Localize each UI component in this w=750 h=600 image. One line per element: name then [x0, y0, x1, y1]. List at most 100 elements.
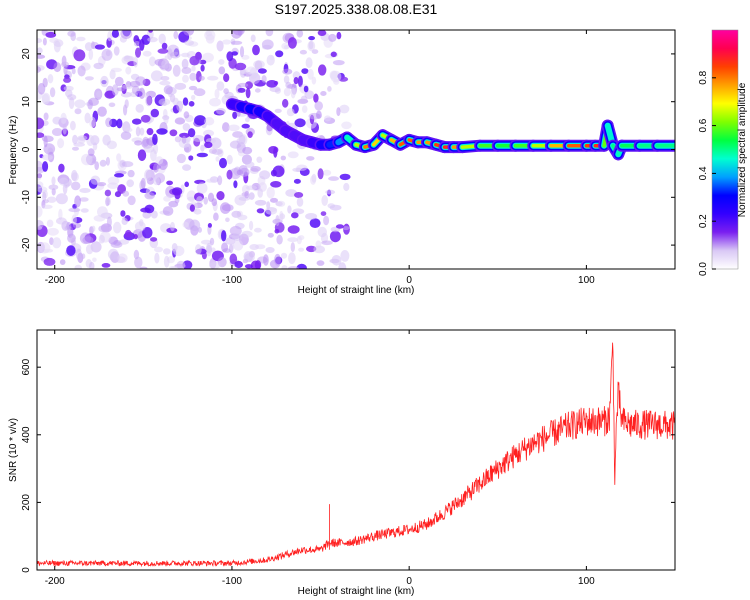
heatmap-cell: [131, 85, 140, 95]
heatmap-cell: [265, 30, 274, 37]
heatmap-cell: [52, 116, 62, 125]
heatmap-cell: [265, 207, 278, 215]
heatmap-cell: [253, 60, 265, 69]
heatmap-cell: [126, 179, 134, 188]
heatmap-cell: [318, 64, 327, 76]
heatmap-cell: [234, 260, 243, 269]
heatmap-cell: [245, 117, 250, 123]
heatmap-cell: [154, 246, 163, 253]
heatmap-cell: [305, 213, 318, 220]
heatmap-cell: [184, 40, 195, 46]
heatmap-cell: [287, 37, 297, 49]
heatmap-cell: [94, 161, 99, 171]
heatmap-cell: [111, 84, 119, 96]
heatmap-cell: [343, 182, 350, 192]
colorbar-label: Normalized spectral amplitude: [737, 82, 748, 217]
heatmap-cell: [297, 75, 303, 88]
heatmap-cell: [339, 104, 350, 114]
heatmap-cell: [187, 128, 196, 138]
heatmap-cell: [324, 115, 332, 122]
heatmap-cell: [328, 176, 340, 181]
heatmap-cell: [113, 221, 122, 234]
heatmap-cell: [310, 175, 317, 185]
heatmap-cell: [37, 47, 43, 54]
heatmap-cell: [196, 196, 204, 204]
heatmap-cell: [239, 167, 250, 177]
y-tick-label: 400: [21, 426, 32, 443]
heatmap-cell: [121, 161, 134, 168]
colorbar-gradient: [712, 30, 738, 269]
heatmap-cell: [330, 70, 342, 83]
heatmap-cell: [120, 210, 126, 217]
heatmap-cell: [306, 156, 315, 161]
heatmap-cell: [219, 157, 227, 169]
heatmap-cell: [42, 37, 47, 46]
heatmap-cell: [238, 133, 248, 146]
heatmap-cell: [244, 190, 250, 199]
heatmap-cell: [100, 75, 109, 88]
heatmap-cell: [74, 108, 82, 115]
heatmap-cell: [299, 49, 307, 55]
heatmap-cell: [107, 248, 119, 260]
heatmap-cell: [221, 230, 227, 242]
y-tick-label: -10: [21, 190, 32, 205]
heatmap-cell: [308, 36, 315, 41]
snr-y-axis-label: SNR (10 * v/v): [8, 418, 19, 482]
heatmap-cell: [116, 87, 126, 92]
heatmap-cell: [254, 88, 261, 93]
heatmap-cell: [305, 57, 313, 69]
heatmap-cell: [208, 148, 218, 154]
heatmap-cell: [296, 164, 308, 171]
heatmap-cell: [79, 232, 91, 245]
x-tick-label: 100: [578, 576, 595, 587]
colorbar-tick-label: 0.2: [698, 214, 709, 228]
heatmap-cell: [223, 88, 229, 95]
heatmap-cell: [290, 87, 296, 99]
heatmap-cell: [66, 245, 76, 256]
heatmap-cell: [94, 44, 105, 50]
heatmap-cell: [63, 77, 72, 83]
heatmap-cell: [110, 67, 122, 73]
heatmap-cell: [283, 75, 290, 84]
heatmap-cell: [265, 247, 275, 253]
heatmap-cell: [298, 247, 305, 252]
heatmap-cell: [59, 259, 66, 265]
heatmap-cell: [296, 235, 302, 245]
heatmap-cell: [105, 117, 112, 128]
heatmap-cell: [179, 132, 190, 139]
heatmap-cell: [102, 134, 111, 146]
heatmap-cell: [150, 70, 163, 82]
heatmap-cell: [232, 111, 238, 120]
heatmap-cell: [183, 111, 190, 119]
heatmap-cell: [110, 241, 123, 248]
heatmap-cell: [173, 245, 185, 257]
heatmap-cell: [172, 64, 181, 77]
heatmap-cell: [172, 97, 179, 106]
heatmap-cell: [148, 56, 156, 67]
heatmap-cell: [163, 248, 171, 255]
heatmap-cell: [200, 144, 205, 152]
spectrogram-x-axis-label: Height of straight line (km): [298, 285, 415, 296]
snr-y-ticks: 0 200 400 600: [21, 358, 675, 573]
heatmap-cell: [169, 51, 181, 59]
heatmap-cell: [325, 189, 336, 195]
heatmap-cell: [204, 117, 215, 126]
heatmap-cell: [188, 101, 195, 107]
heatmap-cell: [250, 34, 256, 43]
heatmap-cell: [164, 55, 169, 60]
heatmap-cell: [152, 176, 160, 186]
heatmap-cell: [66, 221, 72, 230]
heatmap-cell: [317, 226, 327, 238]
heatmap-cell: [231, 232, 243, 241]
heatmap-cell: [63, 85, 74, 92]
heatmap-cell: [206, 178, 216, 183]
colorbar-ticks: 0.0 0.2 0.4 0.6 0.8: [698, 70, 716, 276]
heatmap-cell: [256, 156, 263, 163]
heatmap-cell: [163, 195, 171, 202]
heatmap-cell: [84, 42, 93, 51]
heatmap-cell: [182, 221, 189, 228]
heatmap-cell: [154, 252, 160, 264]
heatmap-cell: [111, 30, 119, 38]
heatmap-cell: [46, 219, 54, 228]
